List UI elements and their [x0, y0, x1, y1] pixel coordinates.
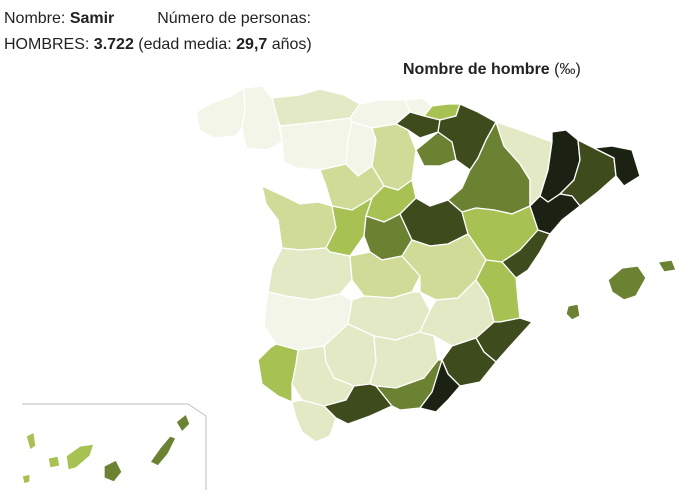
province-melilla[interactable] — [411, 465, 431, 481]
province-almeria[interactable] — [419, 359, 461, 413]
province-pontevedra[interactable] — [199, 130, 241, 173]
province-lugo[interactable] — [241, 85, 283, 151]
island-fuerteventura[interactable] — [149, 435, 177, 467]
province-mallorca[interactable] — [607, 265, 647, 301]
name-row: Nombre: Samir Número de personas: — [4, 6, 312, 32]
province-ceuta[interactable] — [315, 445, 333, 457]
province-toledo[interactable] — [349, 251, 421, 299]
age-prefix: (edad media: — [138, 36, 232, 53]
island-lanzarote[interactable] — [175, 413, 191, 433]
stats-header: Nombre: Samir Número de personas: HOMBRE… — [4, 6, 312, 58]
legend-unit: (‰) — [554, 61, 581, 78]
island-la-palma[interactable] — [25, 431, 37, 451]
province-a-coruna[interactable] — [195, 87, 246, 139]
canary-inset-frame — [22, 403, 207, 490]
island-el-hierro[interactable] — [21, 473, 31, 485]
name-label: Nombre: — [4, 10, 66, 27]
province-avila[interactable] — [325, 197, 373, 257]
province-leon[interactable] — [279, 117, 353, 171]
men-label: HOMBRES: — [4, 36, 90, 53]
age-value: 29,7 — [236, 36, 268, 53]
name-value: Samir — [69, 10, 115, 27]
province-cadiz[interactable] — [291, 399, 337, 443]
men-row: HOMBRES: 3.722 (edad media: 29,7 años) — [4, 32, 312, 58]
province-huelva[interactable] — [257, 343, 299, 403]
province-menorca[interactable] — [657, 259, 677, 273]
people-label: Número de personas: — [157, 10, 312, 27]
men-count: 3.722 — [93, 36, 134, 53]
province-caceres[interactable] — [267, 247, 353, 301]
province-tarragona[interactable] — [529, 193, 581, 235]
age-suffix: años) — [271, 36, 312, 53]
island-gran-canaria[interactable] — [103, 459, 123, 483]
island-la-gomera[interactable] — [47, 455, 61, 469]
legend-title: Nombre de hombre (‰) — [403, 61, 581, 79]
legend-title-text: Nombre de hombre — [403, 61, 550, 78]
province-ibiza[interactable] — [565, 303, 581, 321]
province-girona[interactable] — [593, 145, 641, 187]
island-tenerife[interactable] — [65, 443, 95, 471]
